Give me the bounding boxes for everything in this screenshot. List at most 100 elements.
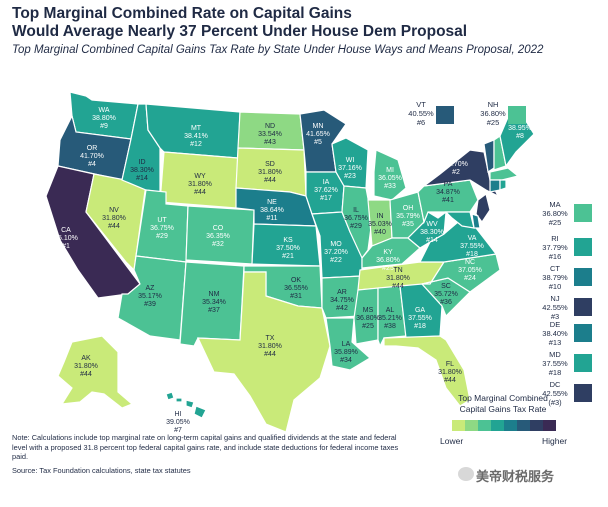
label-NV-code: NV [109, 207, 119, 214]
label-HI-code: HI [175, 411, 182, 418]
label-CT: CT 38.79% #10 [536, 264, 574, 291]
label-HI-rate: 39.05% [166, 419, 190, 426]
label-NH: NH 36.80% #25 [474, 100, 512, 127]
label-NC-code: NC [465, 259, 475, 266]
title-line-2: Would Average Nearly 37 Percent Under Ho… [12, 23, 468, 40]
label-GA-rank: #18 [414, 323, 426, 330]
legend-title-line-1: Top Marginal Combined [458, 393, 548, 403]
label-WA-code: WA [98, 107, 109, 114]
label-AR-rank: #42 [336, 305, 348, 312]
label-VT-code: VT [416, 100, 426, 109]
state-RI [499, 179, 507, 191]
label-TN-code: TN [393, 267, 402, 274]
label-NY-rank: #2 [452, 169, 460, 176]
label-TX-code: TX [266, 335, 275, 342]
label-GA-rate: 37.55% [408, 315, 432, 322]
label-AK-rate: 31.80% [74, 363, 98, 370]
label-MN-rate: 41.65% [306, 131, 330, 138]
label-NJ: NJ 42.55% #3 [536, 294, 574, 321]
label-ID-rank: #14 [136, 175, 148, 182]
legend-swatch-7 [530, 420, 543, 431]
label-DC: DC 42.55% (#3) [536, 380, 574, 407]
label-LA-rate: 35.89% [334, 349, 358, 356]
label-OK-code: OK [291, 277, 301, 284]
label-MI-rate: 36.05% [378, 175, 402, 182]
label-MD-rate: 37.55% [542, 359, 568, 368]
label-WA-rank: #9 [100, 123, 108, 130]
label-MS-rate: 36.80% [356, 315, 380, 322]
label-MD: MD 37.55% #18 [536, 350, 574, 377]
label-IL-code: IL [353, 207, 359, 214]
state-FL [383, 335, 471, 407]
label-TX-rate: 31.80% [258, 343, 282, 350]
label-SD-rate: 31.80% [258, 169, 282, 176]
label-RI-code: RI [551, 234, 559, 243]
label-ID-rate: 38.30% [130, 167, 154, 174]
label-WI-code: WI [346, 157, 355, 164]
label-AZ-code: AZ [146, 285, 156, 292]
label-VT-rank: #6 [416, 118, 426, 127]
label-SD-code: SD [265, 161, 275, 168]
label-WV-rank: #14 [426, 237, 438, 244]
label-ME-rate: 38.95% [508, 125, 532, 132]
legend-title: Top Marginal Combined Capital Gains Tax … [448, 393, 558, 415]
label-NM-rank: #37 [208, 307, 220, 314]
label-MS-code: MS [363, 307, 374, 314]
state-WV [407, 210, 447, 249]
label-ND-rate: 33.54% [258, 131, 282, 138]
label-KS-code: KS [283, 237, 293, 244]
swatch-NJ [574, 298, 592, 316]
label-NH-rate: 36.80% [480, 109, 506, 118]
legend-swatch-6 [517, 420, 530, 431]
label-OH-rate: 35.79% [396, 213, 420, 220]
label-WA-rate: 38.80% [92, 115, 116, 122]
label-OK-rate: 36.55% [284, 285, 308, 292]
label-MS-rank: #25 [362, 323, 374, 330]
state-AR [321, 275, 363, 319]
label-WV-code: WV [426, 221, 438, 228]
label-IL-rank: #29 [350, 223, 362, 230]
label-MO-rate: 37.20% [324, 249, 348, 256]
state-MD [444, 211, 475, 229]
label-NJ-rate: 42.55% [542, 303, 568, 312]
state-MS [353, 287, 379, 345]
label-MT-code: MT [191, 125, 202, 132]
label-AL-code: AL [386, 307, 395, 314]
label-KS-rank: #21 [282, 253, 294, 260]
label-MA-code: MA [549, 200, 561, 209]
title-line-1: Top Marginal Combined Rate on Capital Ga… [12, 5, 352, 22]
swatch-DC [574, 384, 592, 402]
label-ND-code: ND [265, 123, 275, 130]
label-UT-rate: 36.75% [150, 225, 174, 232]
legend-high-label: Higher [542, 436, 568, 446]
legend-title-line-2: Capital Gains Tax Rate [459, 404, 547, 414]
label-DE-rate: 38.40% [542, 329, 568, 338]
label-CA-rate: 45.10% [54, 235, 78, 242]
swatch-CT [574, 268, 592, 286]
wechat-icon [458, 467, 474, 481]
label-AZ-rank: #39 [144, 301, 156, 308]
label-OH-code: OH [403, 205, 414, 212]
label-MN-rank: #5 [314, 139, 322, 146]
swatch-DE [574, 324, 592, 342]
label-WY-rate: 31.80% [188, 181, 212, 188]
label-DC-code: DC [549, 380, 561, 389]
label-DE: DE 38.40% #13 [536, 320, 574, 347]
label-CA-rank: #1 [62, 243, 70, 250]
label-LA-code: LA [342, 341, 351, 348]
label-MI-code: MI [386, 167, 394, 174]
label-CT-rank: #10 [548, 282, 562, 291]
source-note: Source: Tax Foundation calculations, sta… [12, 466, 191, 475]
label-DC-rank: (#3) [548, 398, 562, 407]
label-AR-rate: 34.75% [330, 297, 354, 304]
label-OR-rate: 41.70% [80, 153, 104, 160]
label-MD-code: MD [549, 350, 561, 359]
label-FL-rate: 31.80% [438, 369, 462, 376]
label-PA-code: PA [444, 181, 453, 188]
label-IA-rank: #17 [320, 195, 332, 202]
label-VA-rank: #18 [466, 251, 478, 258]
label-NM-rate: 35.34% [202, 299, 226, 306]
legend-swatch-4 [491, 420, 504, 431]
label-NV-rank: #44 [108, 223, 120, 230]
label-UT-code: UT [157, 217, 167, 224]
